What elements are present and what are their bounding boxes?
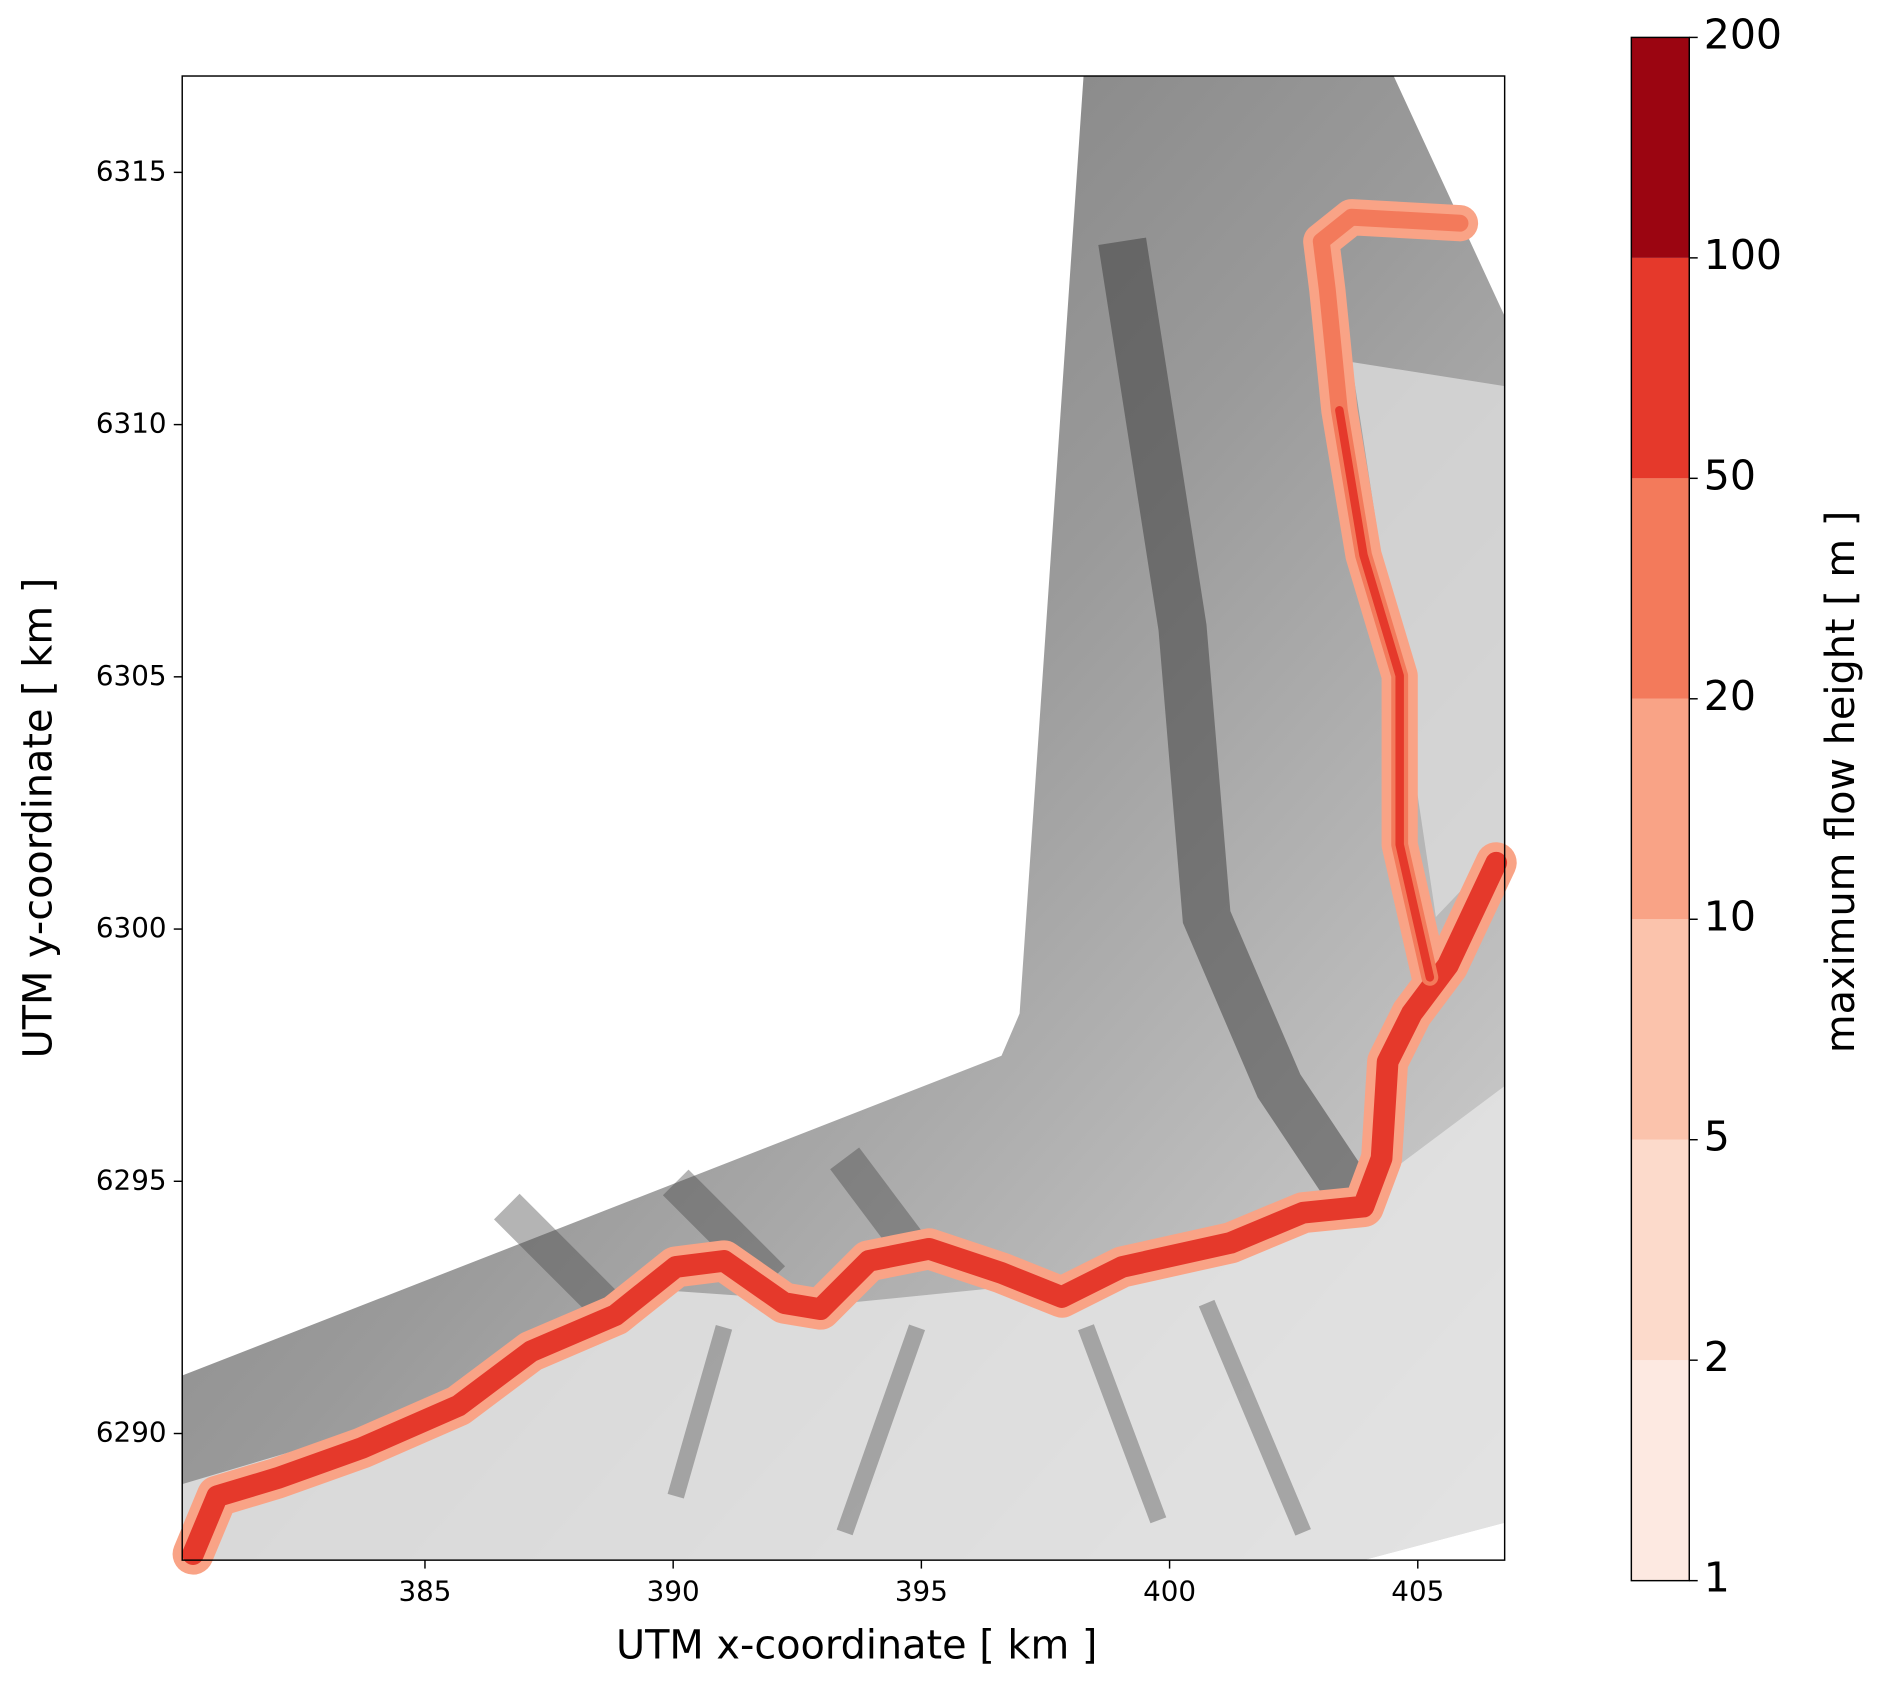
colorbar-frame [1630, 36, 1690, 1582]
colorbar-tick-label: 200 [1704, 10, 1782, 58]
colorbar-segment [1631, 1360, 1690, 1581]
colorbar-tick-label: 1 [1704, 1554, 1730, 1602]
y-tick-label: 6290 [96, 1416, 167, 1449]
colorbar-tick-label: 2 [1704, 1333, 1730, 1381]
y-axis-label: UTM y-coordinate [ km ] [16, 578, 62, 1059]
colorbar-label: maximum flow height [ m ] [1818, 511, 1864, 1053]
y-tick-label: 6300 [96, 911, 167, 944]
flow-path [172, 199, 1517, 1575]
x-tick-label: 405 [1391, 1575, 1444, 1608]
colorbar-segment [1631, 919, 1690, 1140]
x-axis-label: UTM x-coordinate [ km ] [616, 1623, 1097, 1669]
y-tick-label: 6310 [96, 407, 167, 440]
x-tick-label: 385 [398, 1575, 451, 1608]
colorbar-segment [1631, 37, 1690, 258]
colorbar-tick-label: 10 [1704, 892, 1756, 940]
y-tick-label: 6315 [96, 154, 167, 187]
y-tick-label: 6295 [96, 1163, 167, 1196]
colorbar-tick-label: 100 [1704, 231, 1782, 279]
y-tick-label: 6305 [96, 659, 167, 692]
x-tick-label: 400 [1143, 1575, 1196, 1608]
colorbar-tick-label: 50 [1704, 451, 1756, 499]
colorbar-segment [1631, 257, 1690, 479]
colorbar-segment [1631, 698, 1690, 920]
colorbar-tick-label: 20 [1704, 672, 1756, 720]
x-tick-label: 395 [895, 1575, 948, 1608]
colorbar-tick-label: 5 [1704, 1113, 1730, 1161]
colorbar-segment [1631, 1139, 1690, 1361]
x-tick-label: 390 [647, 1575, 700, 1608]
terrain [182, 76, 1505, 1561]
plot-frame [181, 75, 1506, 1561]
colorbar-segment [1631, 478, 1690, 699]
